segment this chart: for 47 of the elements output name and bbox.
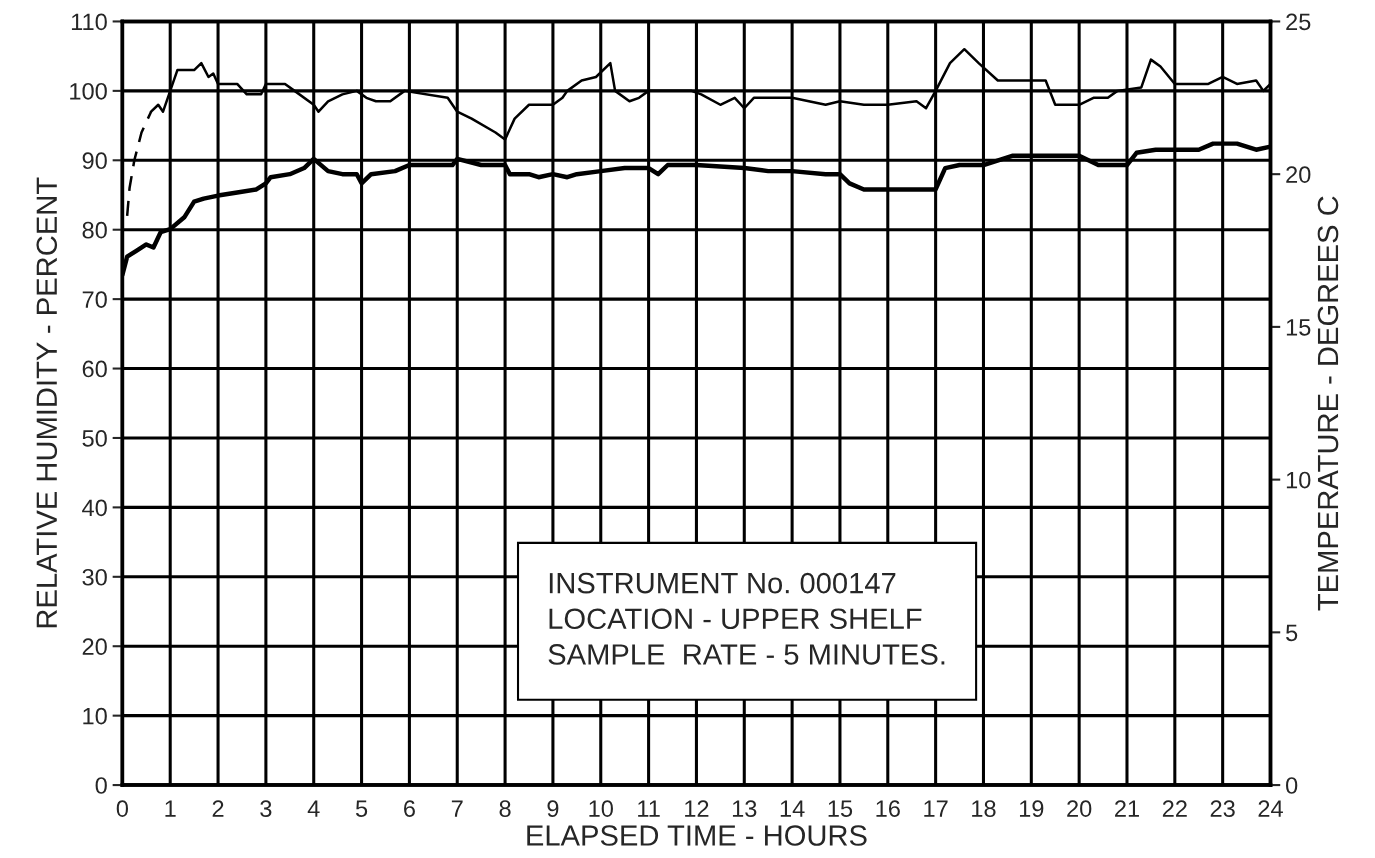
- x-tick-label: 9: [547, 800, 559, 817]
- y-tick-label: 60: [82, 360, 107, 378]
- x-tick-label: 2: [212, 800, 224, 817]
- x-tick-label: 7: [451, 800, 463, 817]
- x-tick-label: 19: [1019, 800, 1044, 817]
- x-tick-label: 15: [828, 800, 853, 817]
- y-axis-title: RELATIVE HUMIDITY - PERCENT: [36, 177, 58, 628]
- x-tick-label: 14: [780, 800, 805, 817]
- x-tick-label: 3: [260, 800, 272, 817]
- x-tick-label: 23: [1210, 800, 1235, 817]
- x-tick-label: 4: [307, 800, 320, 817]
- x-tick-label: 16: [876, 800, 900, 817]
- annotation: INSTRUMENT No. 000147 LOCATION - UPPER SHELF SAMPLE RATE - 5 MINUTES.: [548, 572, 945, 665]
- y2-tick-label: 15: [1286, 319, 1311, 336]
- x-tick-label: 24: [1258, 800, 1283, 817]
- y-tick-label: 0: [95, 777, 107, 794]
- x-axis-title: ELAPSED TIME - HOURS: [527, 825, 867, 846]
- x-tick-label: 6: [404, 800, 415, 817]
- x-tick-label: 12: [685, 800, 709, 817]
- y-tick-label: 20: [82, 638, 107, 656]
- x-tick-label: 20: [1067, 800, 1092, 817]
- y2-tick-label: 20: [1286, 166, 1311, 183]
- x-tick-label: 11: [638, 800, 660, 817]
- x-tick-label: 1: [165, 800, 176, 817]
- x-tick-label: 21: [1115, 800, 1139, 817]
- x-tick-label: 8: [499, 800, 511, 817]
- y-tick-label: 80: [82, 221, 107, 239]
- y-tick-label: 100: [70, 82, 107, 100]
- x-tick-label: 0: [116, 800, 129, 817]
- y-tick-label: 10: [83, 707, 107, 725]
- x-tick-label: 22: [1162, 800, 1187, 817]
- y2-tick-label: 5: [1286, 624, 1298, 642]
- y2-tick-label: 25: [1286, 13, 1311, 31]
- y-tick-label: 90: [82, 152, 107, 170]
- x-tick-label: 5: [355, 800, 368, 817]
- x-tick-label: 17: [924, 800, 948, 817]
- y-tick-label: 30: [82, 568, 107, 586]
- y2-axis-title: TEMPERATURE - DEGREES C: [1317, 196, 1339, 611]
- y-tick-label: 70: [82, 291, 107, 308]
- x-tick-label: 10: [589, 800, 613, 817]
- y-tick-label: 40: [82, 499, 107, 517]
- y-tick-label: 50: [82, 430, 107, 447]
- y2-tick-label: 10: [1286, 471, 1311, 489]
- y-tick-label: 110: [71, 13, 107, 31]
- x-tick-label: 18: [972, 800, 996, 817]
- x-tick-label: 13: [732, 800, 757, 817]
- y2-tick-label: 0: [1286, 777, 1298, 794]
